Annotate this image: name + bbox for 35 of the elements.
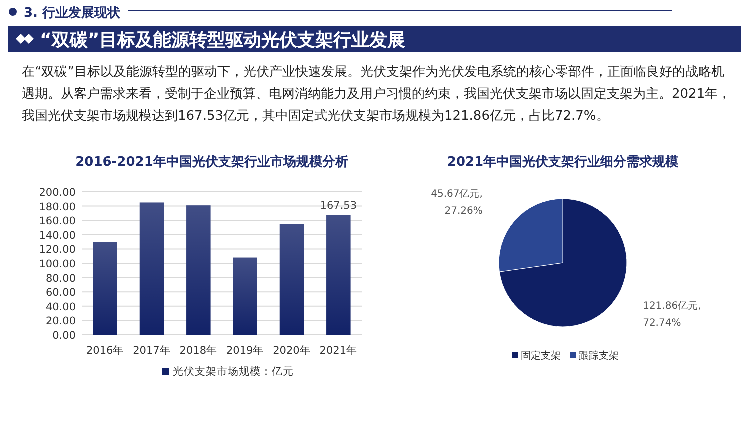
text: “双碳”目标及能源转型驱动光伏支架行业发展 — [40, 30, 406, 51]
legend-label: 固定支架 — [521, 350, 561, 362]
y-tick-label: 0.00 — [52, 330, 76, 342]
y-tick-label: 80.00 — [46, 272, 76, 285]
text: 在“双碳”目标以及能源转型的驱动下，光伏产业快速发展。光伏支架作为光伏发电系统的核心零部件，正面临良好的战略机遇期。从客户需求来看，受制于企业预算、电网消纳能力及用户习惯的约束，我国光伏支架市场以固定支架为主。2021年，我国光伏支架市场规模达到167.53亿元，其中固定式光伏支架市场规模为121.86亿元，占比72.7%。 — [22, 64, 732, 126]
y-tick-label: 160.00 — [39, 216, 76, 228]
y-tick-label: 60.00 — [46, 287, 76, 300]
chart-title: 2021年中国光伏支架行业细分需求规模 — [447, 154, 679, 170]
bar — [140, 202, 164, 335]
text: 3. 行业发展现状 — [24, 6, 122, 21]
x-tick-label: 2017年 — [133, 345, 171, 357]
y-tick-label: 40.00 — [46, 301, 76, 314]
x-tick-label: 2016年 — [86, 345, 124, 357]
x-tick-label: 2020年 — [273, 345, 311, 357]
x-tick-label: 2018年 — [180, 345, 218, 357]
data-label: 45.67亿元, 27.26% — [431, 189, 483, 217]
bar — [233, 258, 258, 335]
bar — [186, 206, 211, 335]
y-tick-label: 120.00 — [39, 244, 76, 256]
y-tick-label: 140.00 — [39, 230, 76, 242]
legend-label: 光伏支架市场规模：亿元 — [173, 365, 294, 378]
bar — [280, 224, 304, 335]
data-label: 121.86亿元, 72.74% — [643, 301, 702, 329]
y-tick-label: 180.00 — [39, 201, 76, 214]
x-tick-label: 2019年 — [226, 345, 264, 357]
data-label: 167.53 — [320, 200, 358, 212]
chart-title: 2016-2021年中国光伏支架行业市场规模分析 — [76, 154, 348, 170]
bar — [93, 242, 118, 335]
x-tick-label: 2021年 — [320, 345, 358, 357]
y-tick-label: 20.00 — [46, 316, 76, 328]
y-tick-label: 200.00 — [39, 187, 76, 199]
y-tick-label: 100.00 — [39, 258, 76, 270]
bar — [326, 215, 351, 335]
legend-label: 跟踪支架 — [579, 350, 619, 362]
pie-slice — [499, 198, 628, 328]
